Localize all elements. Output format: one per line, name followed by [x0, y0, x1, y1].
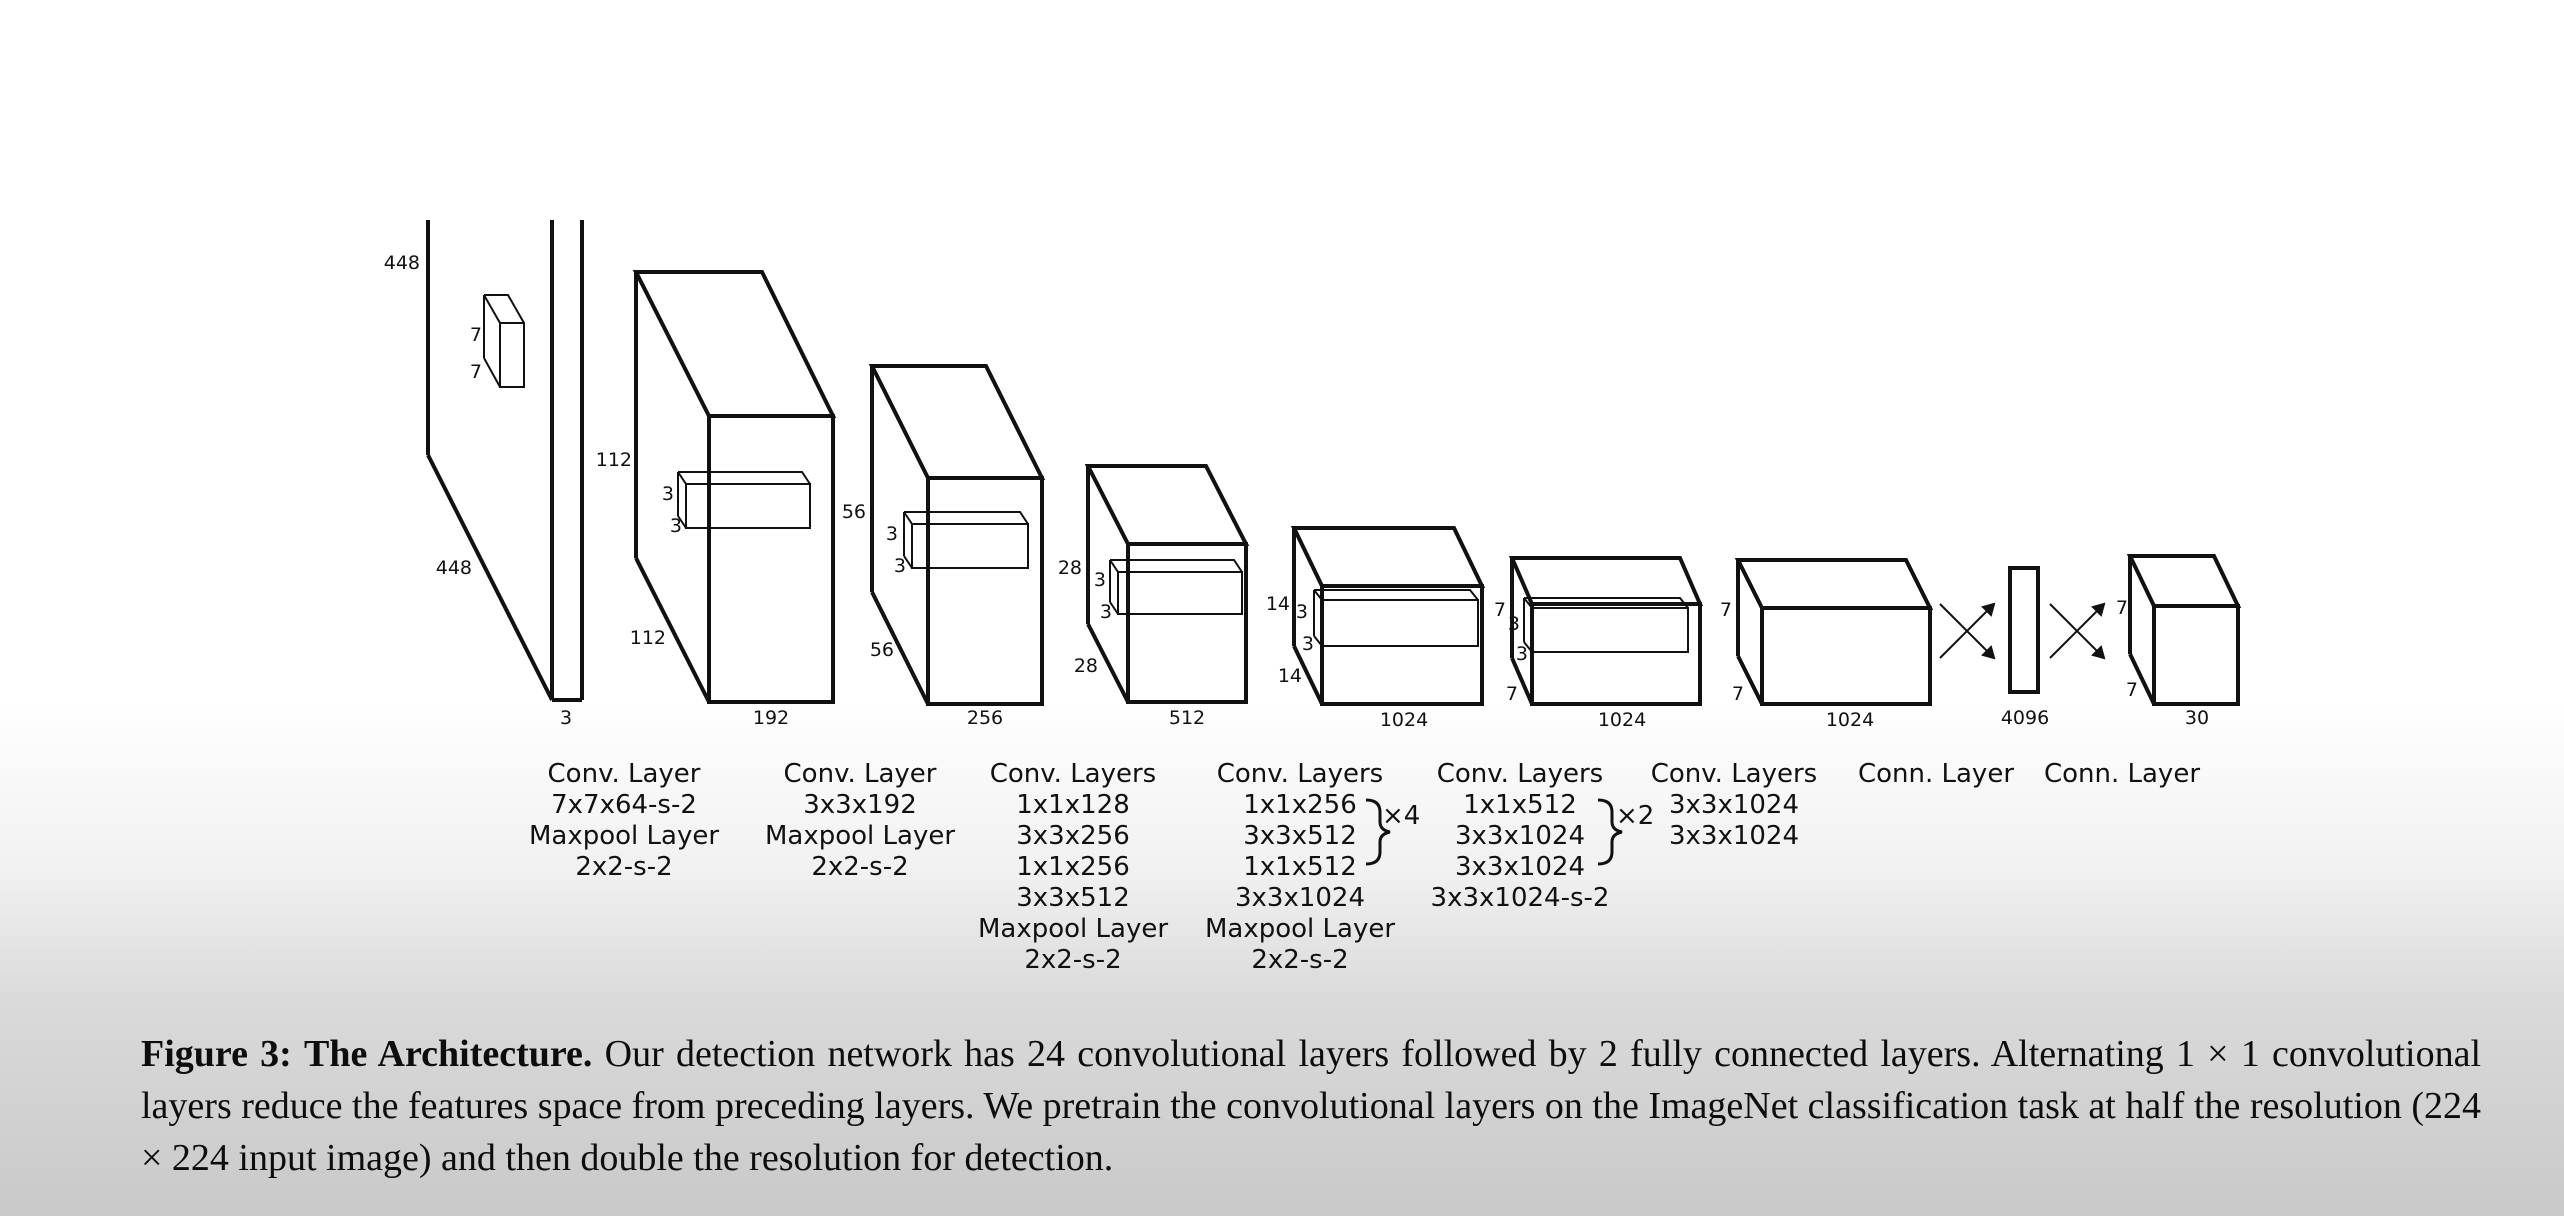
layer-label: 3x3x1024: [1669, 821, 1799, 851]
connection-arrows: [2049, 602, 2106, 660]
layer-label: Maxpool Layer: [1205, 914, 1395, 944]
kernel-dim: 3: [1100, 601, 1112, 623]
layer-label: 3x3x1024-s-2: [1431, 883, 1610, 913]
layer-label: 2x2-s-2: [575, 852, 672, 882]
layer-label: 2x2-s-2: [1251, 945, 1348, 975]
layer-label: 3x3x512: [1016, 883, 1129, 913]
dim-depth: 7: [1732, 683, 1744, 705]
dim-height: 448: [384, 252, 420, 274]
conv-block: [632, 270, 837, 704]
layer-label: Conn. Layer: [2044, 759, 2200, 789]
fc-layer-block: [2008, 566, 2040, 694]
layer-label: 1x1x512: [1243, 852, 1356, 882]
output-block: [2126, 554, 2242, 706]
kernel-box: [903, 511, 1029, 569]
repeat-label: ×4: [1382, 801, 1420, 831]
input-block: [426, 220, 584, 702]
kernel-box: [677, 471, 811, 529]
kernel-dim: 7: [470, 361, 482, 383]
layer-label: Conv. Layers: [1651, 759, 1817, 789]
layer-label: 3x3x512: [1243, 821, 1356, 851]
dim-width: 4096: [2001, 707, 2049, 729]
layer-label: 1x1x256: [1243, 790, 1356, 820]
conv-block: [868, 364, 1046, 706]
figure-title: The Architecture.: [304, 1033, 593, 1075]
kernel-box: [1109, 559, 1243, 615]
layer-label: 7x7x64-s-2: [551, 790, 697, 820]
dim-depth: 14: [1278, 665, 1302, 687]
kernel-box: [1523, 597, 1689, 653]
dim-depth: 448: [436, 557, 472, 579]
layer-label: 1x1x256: [1016, 852, 1129, 882]
dim-height: 7: [1494, 599, 1506, 621]
kernel-dim: 3: [1094, 569, 1106, 591]
dim-depth: 28: [1074, 655, 1098, 677]
kernel-dim: 3: [1302, 633, 1314, 655]
conv-block: [1734, 558, 1934, 706]
layer-label: 3x3x256: [1016, 821, 1129, 851]
dim-height: 112: [596, 449, 632, 471]
conv-block: [1508, 556, 1704, 706]
layer-label: Conv. Layers: [990, 759, 1156, 789]
kernel-dim: 3: [886, 523, 898, 545]
kernel-box: [1313, 589, 1479, 647]
repeat-label: ×2: [1616, 801, 1654, 831]
layer-label: Conv. Layer: [784, 759, 937, 789]
layer-label: Conv. Layers: [1437, 759, 1603, 789]
kernel-box: [483, 294, 525, 388]
figure-caption: Figure 3: The Architecture. Our detectio…: [141, 1028, 2481, 1184]
layer-label: 3x3x1024: [1455, 852, 1585, 882]
kernel-dim: 3: [1516, 643, 1528, 665]
layer-label: Conv. Layers: [1217, 759, 1383, 789]
dim-width: 1024: [1380, 709, 1428, 731]
layer-label: Conv. Layer: [548, 759, 701, 789]
connection-arrows: [1939, 602, 1996, 660]
dim-height: 7: [2116, 597, 2128, 619]
layer-label: Maxpool Layer: [529, 821, 719, 851]
layer-label: Maxpool Layer: [978, 914, 1168, 944]
dim-height: 28: [1058, 557, 1082, 579]
conv-block: [1084, 464, 1250, 704]
layer-label: 2x2-s-2: [811, 852, 908, 882]
dim-depth: 7: [1506, 683, 1518, 705]
kernel-dim: 3: [670, 515, 682, 537]
figure-number: Figure 3:: [141, 1033, 292, 1075]
kernel-dim: 7: [470, 324, 482, 346]
layer-label: Conn. Layer: [1858, 759, 2014, 789]
layer-label: 2x2-s-2: [1024, 945, 1121, 975]
dim-width: 192: [753, 707, 789, 729]
layer-labels: Conv. Layer 7x7x64-s-2 Maxpool Layer 2x2…: [529, 759, 2200, 975]
dim-width: 30: [2185, 707, 2209, 729]
layer-label: 1x1x128: [1016, 790, 1129, 820]
dim-height: 56: [842, 501, 866, 523]
layer-label: 3x3x1024: [1235, 883, 1365, 913]
dim-width: 256: [967, 707, 1003, 729]
layer-label: 3x3x1024: [1455, 821, 1585, 851]
conv-block: [1290, 526, 1486, 706]
dim-width: 512: [1169, 707, 1205, 729]
caption-text: Our detection network has 24 convolution…: [141, 1033, 2482, 1179]
layer-label: 1x1x512: [1463, 790, 1576, 820]
dim-width: 1024: [1826, 709, 1874, 731]
dim-width: 3: [560, 707, 572, 729]
dim-depth: 7: [2126, 679, 2138, 701]
layer-label: 3x3x192: [803, 790, 916, 820]
dim-height: 14: [1266, 593, 1290, 615]
dim-width: 1024: [1598, 709, 1646, 731]
dim-depth: 112: [630, 627, 666, 649]
kernel-dim: 3: [894, 555, 906, 577]
kernel-dim: 3: [1508, 613, 1520, 635]
layer-label: 3x3x1024: [1669, 790, 1799, 820]
dim-height: 7: [1720, 599, 1732, 621]
dimension-labels: 448 448 3 7 7 112 112 192 3 3 56 56 256 …: [384, 252, 2209, 731]
kernel-dim: 3: [662, 483, 674, 505]
repeat-brace: [1365, 798, 1623, 866]
dim-depth: 56: [870, 639, 894, 661]
layer-label: Maxpool Layer: [765, 821, 955, 851]
kernel-dim: 3: [1296, 601, 1308, 623]
